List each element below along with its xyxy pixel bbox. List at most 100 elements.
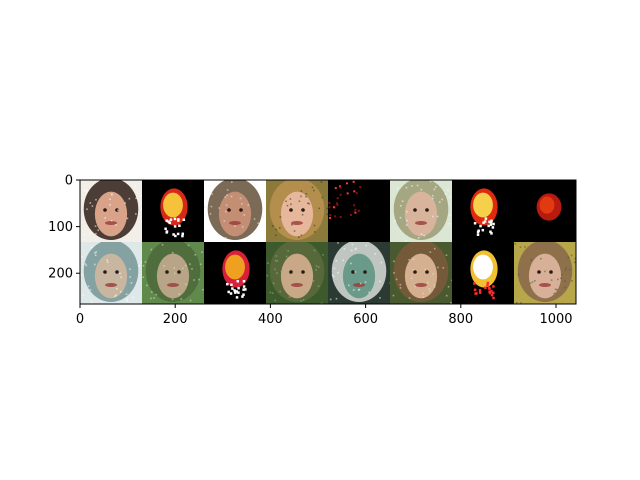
mouth-mark [291, 221, 303, 225]
noise-speck [410, 277, 413, 279]
noise-speck [320, 302, 323, 304]
noise-speck [142, 276, 145, 279]
noise-speck [169, 218, 173, 221]
mouth-mark [415, 221, 427, 225]
noise-speck [379, 297, 381, 299]
noise-speck [274, 268, 276, 271]
noise-speck [357, 209, 360, 212]
noise-speck [173, 217, 177, 221]
noise-speck [431, 194, 434, 197]
noise-speck [129, 268, 131, 270]
noise-speck [553, 292, 556, 295]
noise-speck [442, 267, 445, 269]
noise-speck [478, 291, 482, 294]
noise-speck [524, 246, 526, 248]
noise-speck [91, 205, 94, 207]
noise-speck [177, 219, 180, 222]
noise-speck [336, 202, 339, 205]
noise-speck [530, 259, 533, 261]
noise-speck [346, 192, 349, 195]
noise-speck [334, 187, 337, 190]
noise-speck [429, 251, 432, 253]
mouth-mark [291, 283, 303, 287]
eye-mark [413, 208, 417, 212]
eye-mark [227, 208, 231, 212]
noise-speck [353, 204, 356, 207]
noise-speck [115, 224, 117, 226]
noise-speck [114, 295, 116, 298]
noise-speck [120, 276, 122, 279]
image-tile [266, 180, 328, 242]
noise-speck [433, 286, 436, 288]
noise-speck [550, 279, 553, 281]
noise-speck [313, 189, 315, 192]
noise-speck [448, 222, 451, 225]
noise-speck [339, 216, 342, 219]
noise-speck [488, 290, 491, 293]
noise-speck [321, 196, 324, 199]
noise-speck [313, 249, 316, 252]
noise-speck [364, 281, 367, 283]
noise-speck [276, 272, 278, 274]
mask-highlight [225, 254, 245, 280]
noise-speck [350, 249, 353, 252]
noise-speck [326, 213, 328, 216]
noise-speck [331, 274, 334, 277]
noise-speck [353, 190, 356, 193]
image-tile [328, 242, 390, 304]
noise-speck [400, 204, 402, 207]
noise-speck [119, 272, 121, 275]
noise-speck [334, 215, 337, 218]
noise-speck [333, 267, 336, 270]
noise-speck [204, 206, 206, 208]
noise-speck [570, 254, 573, 257]
noise-speck [182, 267, 184, 270]
noise-speck [134, 184, 136, 187]
noise-speck [303, 291, 306, 294]
noise-speck [226, 282, 229, 286]
noise-speck [211, 193, 214, 195]
noise-speck [335, 259, 338, 262]
noise-speck [239, 197, 242, 200]
noise-speck [198, 278, 200, 281]
noise-speck [226, 194, 228, 196]
noise-speck [80, 221, 82, 224]
eye-mark [425, 208, 429, 212]
noise-speck [336, 203, 339, 206]
noise-speck [109, 204, 111, 206]
noise-speck [89, 202, 92, 204]
noise-speck [104, 217, 106, 219]
noise-speck [424, 268, 427, 271]
noise-speck [225, 204, 228, 207]
noise-speck [489, 220, 493, 224]
noise-speck [479, 224, 482, 228]
noise-speck [194, 253, 197, 256]
image-tile [80, 242, 142, 304]
noise-speck [564, 286, 566, 289]
noise-speck [450, 302, 452, 304]
noise-speck [328, 201, 331, 204]
noise-speck [405, 219, 408, 222]
noise-speck [437, 266, 439, 269]
noise-speck [230, 283, 233, 287]
noise-speck [484, 217, 488, 220]
noise-speck [515, 301, 518, 304]
noise-speck [311, 186, 314, 189]
noise-speck [82, 294, 85, 297]
noise-speck [262, 216, 264, 218]
image-tile [514, 242, 576, 304]
noise-speck [178, 224, 181, 228]
x-tick-label: 200 [163, 312, 188, 327]
noise-speck [86, 208, 88, 211]
noise-speck [280, 271, 283, 273]
noise-speck [125, 293, 128, 296]
noise-speck [354, 211, 357, 214]
eye-mark [301, 270, 305, 274]
noise-speck [317, 285, 320, 287]
noise-speck [414, 285, 416, 288]
noise-speck [176, 232, 180, 236]
noise-speck [332, 275, 335, 278]
noise-speck [433, 284, 436, 286]
noise-speck [365, 244, 368, 247]
noise-speck [339, 186, 342, 189]
